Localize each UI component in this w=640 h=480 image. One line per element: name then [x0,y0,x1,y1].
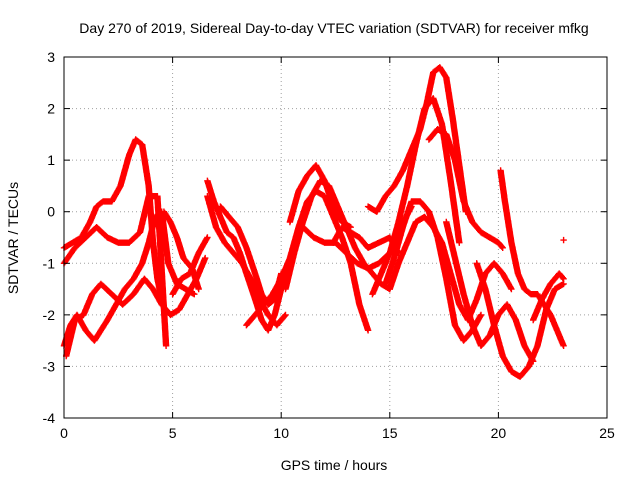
series-marker-path [530,270,567,324]
series-marker-path [63,254,209,360]
series-pass-24 [560,236,567,244]
x-tick-label: 15 [382,425,398,441]
series-marker-path [425,126,506,251]
series-pass-21 [497,167,567,349]
y-tick-label: -2 [43,307,56,323]
series-marker-path [60,208,198,349]
y-tick-label: 3 [47,49,55,65]
axis-ticks: 0 5 10 15 20 25 -4 -3 -2 -1 0 1 2 3 [43,49,615,441]
series-marker-path [160,208,202,293]
series-marker-path [560,236,567,244]
series-marker-path [286,162,354,231]
series-pass-20 [443,218,537,365]
series-pass-19 [425,126,506,251]
series-marker-path [60,136,165,303]
series-pass-12 [286,162,354,231]
series-marker-path [369,95,463,298]
series-marker-path [473,260,567,380]
chart-title: Day 270 of 2019, Sidereal Day-to-day VTE… [79,20,588,36]
y-tick-label: 0 [47,204,55,220]
series-pass-6 [160,208,202,293]
plot-frame [63,56,608,419]
y-tick-label: -1 [43,255,56,271]
x-tick-label: 10 [273,425,289,441]
x-tick-label: 0 [60,425,68,441]
series-pass-16 [369,95,463,298]
x-tick-label: 20 [491,425,507,441]
series-marker-path [443,218,537,365]
x-tick-label: 5 [169,425,177,441]
x-tick-label: 25 [599,425,615,441]
series-pass-4 [63,254,209,360]
series-marker-path [497,167,567,349]
series-pass-23 [530,270,567,324]
series-pass-1 [60,136,165,303]
series-pass-3 [60,208,198,349]
y-tick-label: -4 [43,410,56,426]
y-tick-label: -3 [43,358,56,374]
y-tick-label: 1 [47,152,55,168]
y-tick-label: 2 [47,101,55,117]
data-points [60,64,567,380]
x-axis-label: GPS time / hours [281,457,388,473]
series-pass-22 [473,260,567,380]
y-axis-label: SDTVAR / TECUs [5,182,21,294]
